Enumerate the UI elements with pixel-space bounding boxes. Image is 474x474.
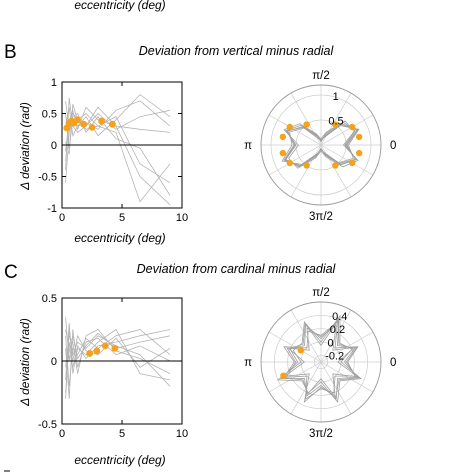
- panel-c-rtick-label: 0.2: [330, 324, 345, 336]
- panel-b-polar-point: [303, 121, 310, 128]
- panel-c-gray-series-6: [65, 329, 171, 368]
- panel-c-data-point: [101, 342, 109, 350]
- panel-c-xlabel: eccentricity (deg): [74, 453, 165, 467]
- panel-b-polar-point: [355, 149, 363, 157]
- panel-c-title: Deviation from cardinal minus radial: [137, 262, 337, 276]
- panel-c-angle-label: 3π/2: [309, 428, 333, 440]
- panel-c-ring: [313, 354, 329, 370]
- panel-c-ylabel: Δ deviation (rad): [18, 318, 32, 407]
- panel-b-ytick-label: -1: [47, 203, 57, 215]
- panel-b-gray-loop-1: [283, 120, 359, 169]
- panel-c-xtick-label: 5: [119, 428, 125, 440]
- panel-c-ytick-label: 0.5: [42, 293, 57, 305]
- panel-b-spoke: [268, 114, 322, 146]
- panel-b-line-chart: -1-0.500.510 5 10: [38, 77, 188, 224]
- panel-b-rtick-label: 0.5: [328, 115, 343, 127]
- panel-b-data-point: [98, 117, 105, 125]
- panel-b-polar-point: [286, 159, 294, 167]
- panel-b-ytick-label: -0.5: [38, 172, 57, 184]
- panel-b-xtick-label: 0: [59, 212, 65, 224]
- panel-c-angle-label: π/2: [312, 287, 330, 299]
- panel-b-ylabel: Δ deviation (rad): [18, 102, 32, 191]
- panel-c-spoke: [320, 361, 374, 393]
- panel-b-data-point: [88, 123, 96, 131]
- panel-c-polar-chart: -0.200.20.4π/2π 03π/2: [244, 287, 396, 440]
- panel-letter-c: C: [4, 262, 18, 283]
- panel-c-gray-loop-4: [281, 318, 361, 399]
- panel-c-ytick-label: -0.5: [38, 419, 57, 431]
- panel-b-ytick-label: 1: [51, 77, 57, 89]
- panel-b-polar-point: [348, 159, 356, 167]
- panel-b-polar-point: [303, 162, 310, 169]
- panel-b-gray-series-2: [65, 97, 171, 171]
- panel-c-gray-series-7: [65, 328, 171, 374]
- panel-b-polar-chart: 0.5 1π/2 π 0 3π/2: [244, 70, 396, 223]
- panel-b-xtick-label: 10: [176, 212, 188, 224]
- panel-b-title: Deviation from vertical minus radial: [139, 44, 335, 58]
- panel-c-gray-series-4: [65, 334, 171, 393]
- panel-b-gray-loop-4: [283, 124, 359, 166]
- panel-c-spoke: [290, 309, 322, 363]
- panel-c-ring: [273, 314, 369, 410]
- panel-letter-b: B: [4, 42, 17, 63]
- panel-b-xlabel: eccentricity (deg): [74, 231, 165, 245]
- panel-c-angle-label: π: [244, 357, 252, 369]
- panel-c-data-point: [93, 347, 101, 355]
- panel-c-ring: [287, 328, 355, 396]
- panel-b-ytick-label: 0.5: [42, 109, 57, 121]
- panel-b-outer-ring: [260, 84, 382, 206]
- panel-c-spoke: [320, 361, 352, 415]
- panel-b-angle-label: 3π/2: [309, 211, 333, 223]
- panel-b-gray-loop-3: [285, 121, 357, 168]
- panel-c-data-point: [86, 350, 93, 357]
- panel-b-spoke: [320, 144, 352, 198]
- panel-b-polar-point: [279, 133, 287, 141]
- panel-b-ring: [270, 94, 372, 196]
- panel-c-ytick-label: 0: [51, 356, 57, 368]
- panel-b-angle-label: π: [244, 140, 252, 152]
- panel-b-rtick-label: 1: [333, 91, 339, 103]
- panel-c-angle-label: 0: [390, 357, 396, 369]
- panel-b-data-point: [63, 124, 71, 132]
- top-cut-xlabel: eccentricity (deg): [74, 0, 165, 12]
- panel-c-xtick-label: 0: [59, 428, 65, 440]
- panel-b-data-point: [74, 116, 81, 124]
- panel-b-gray-series-7: [65, 100, 171, 203]
- panel-b-angle-label: 0: [390, 140, 396, 152]
- panel-b-xtick-label: 5: [119, 212, 125, 224]
- panel-c-gray-series-2: [65, 323, 171, 381]
- panel-b-gray-series-5: [65, 94, 171, 137]
- panel-c-outer-ring: [260, 301, 382, 423]
- panel-c-gray-series-5: [65, 329, 171, 399]
- panel-b-ytick-label: 0: [51, 140, 57, 152]
- panel-c-gray-loop-2: [276, 314, 362, 403]
- panel-c-line-chart: -0.500.50 5 10: [38, 293, 188, 440]
- panel-c-polar-point: [280, 372, 287, 379]
- panel-b-gray-loop-0: [284, 123, 358, 167]
- panel-c-rtick-label: 0.4: [332, 311, 347, 323]
- panel-b-polar-point: [355, 133, 363, 141]
- panel-b-gray-series-0: [65, 106, 171, 161]
- panel-c-gray-loop-3: [286, 324, 358, 404]
- panel-b-polar-point: [348, 123, 356, 131]
- panel-b-polar-point: [286, 123, 294, 131]
- panel-b-angle-label: π/2: [312, 70, 330, 82]
- panel-b-polar-point: [279, 149, 287, 157]
- panel-c-xtick-label: 10: [176, 428, 188, 440]
- panel-c-polar-point: [297, 347, 304, 354]
- panel-b-polar-point: [332, 162, 339, 169]
- panel-c-rtick-label: 0: [327, 337, 333, 349]
- panel-b-data-point: [109, 120, 116, 128]
- panel-b-polar-point: [332, 121, 339, 128]
- panel-b-data-point: [80, 120, 87, 128]
- panel-c-rtick-label: -0.2: [325, 350, 344, 362]
- panel-c-data-point: [111, 345, 119, 352]
- panel-b-spoke: [290, 144, 322, 198]
